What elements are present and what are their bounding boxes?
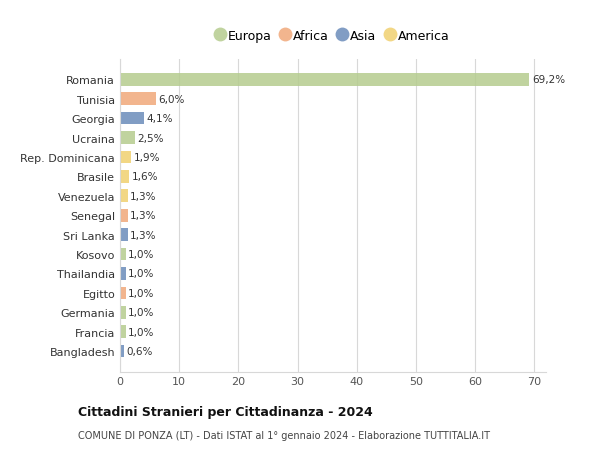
Text: 1,0%: 1,0% (128, 308, 155, 318)
Legend: Europa, Africa, Asia, America: Europa, Africa, Asia, America (212, 25, 454, 48)
Text: 1,0%: 1,0% (128, 288, 155, 298)
Text: 6,0%: 6,0% (158, 95, 184, 105)
Bar (120, 112, 144, 125)
Bar (120, 93, 155, 106)
Text: 1,3%: 1,3% (130, 211, 157, 221)
Bar (120, 325, 126, 338)
Bar (120, 229, 128, 241)
Bar (120, 306, 126, 319)
Bar (120, 190, 128, 203)
Text: 1,0%: 1,0% (128, 250, 155, 259)
Bar (120, 74, 529, 86)
Bar (120, 132, 135, 145)
Bar (120, 248, 126, 261)
Bar (120, 287, 126, 300)
Bar (120, 171, 130, 183)
Bar (120, 345, 124, 358)
Text: 1,6%: 1,6% (132, 172, 158, 182)
Text: 69,2%: 69,2% (532, 75, 565, 85)
Bar (120, 151, 131, 164)
Text: COMUNE DI PONZA (LT) - Dati ISTAT al 1° gennaio 2024 - Elaborazione TUTTITALIA.I: COMUNE DI PONZA (LT) - Dati ISTAT al 1° … (78, 431, 490, 440)
Text: 2,5%: 2,5% (137, 133, 164, 143)
Bar (120, 209, 128, 222)
Text: 1,3%: 1,3% (130, 191, 157, 202)
Text: 0,6%: 0,6% (126, 347, 152, 356)
Text: 1,3%: 1,3% (130, 230, 157, 240)
Text: 1,9%: 1,9% (134, 153, 160, 162)
Bar (120, 268, 126, 280)
Text: Cittadini Stranieri per Cittadinanza - 2024: Cittadini Stranieri per Cittadinanza - 2… (78, 405, 373, 419)
Text: 1,0%: 1,0% (128, 327, 155, 337)
Text: 4,1%: 4,1% (146, 114, 173, 124)
Text: 1,0%: 1,0% (128, 269, 155, 279)
